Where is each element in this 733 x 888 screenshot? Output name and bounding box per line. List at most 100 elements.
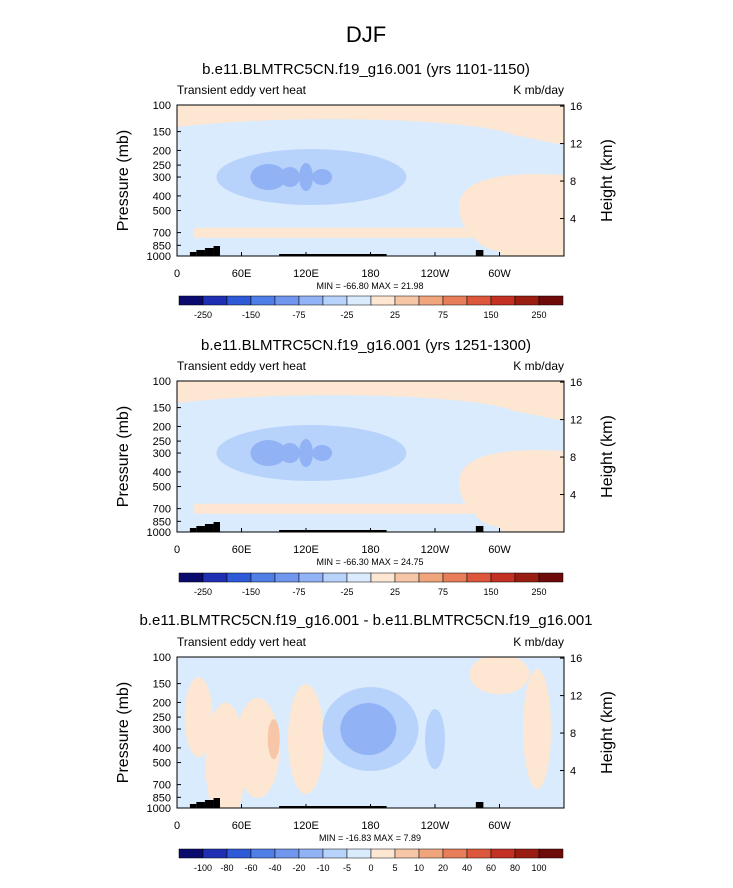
- colorbar-swatch: [394, 848, 420, 859]
- colorbar-label: -150: [242, 587, 260, 597]
- right-string: K mb/day: [513, 635, 564, 649]
- left-string: Transient eddy vert heat: [177, 635, 307, 649]
- colorbar-swatch: [274, 295, 300, 306]
- colorbar-swatch: [250, 572, 276, 583]
- topography-bar: [189, 804, 197, 808]
- colorbar-swatch: [466, 295, 492, 306]
- colorbar-label: -40: [268, 863, 281, 873]
- y-axis-height: 4 8 12 16: [560, 101, 582, 226]
- height-tick-label: 4: [570, 766, 576, 778]
- x-tick-label: 60W: [488, 544, 511, 556]
- y-tick-label: 700: [153, 504, 171, 516]
- colorbar-label: 10: [414, 863, 424, 873]
- colorbar-swatch: [346, 572, 372, 583]
- colorbar-label: 60: [486, 863, 496, 873]
- colorbar-swatch: [274, 572, 300, 583]
- y-tick-label: 700: [153, 780, 171, 792]
- negative-core-3: [299, 439, 313, 468]
- colorbar-swatch: [442, 572, 468, 583]
- colorbar-swatch: [322, 572, 348, 583]
- negative-core-3: [299, 163, 313, 192]
- colorbar-label: -20: [292, 863, 305, 873]
- x-tick-label: 60E: [232, 544, 252, 556]
- positive-region-1: [205, 702, 246, 808]
- positive-region-east: [469, 470, 530, 527]
- topography-bar: [196, 802, 205, 808]
- colorbar-swatch: [514, 295, 540, 306]
- colorbar-swatch: [490, 848, 516, 859]
- topography-bar: [475, 250, 484, 256]
- colorbar-swatch: [370, 848, 396, 859]
- y-tick-label: 300: [153, 448, 171, 460]
- positive-region-5: [469, 657, 530, 695]
- contour-field: [177, 657, 564, 808]
- positive-region-3: [288, 684, 324, 795]
- colorbar-swatch: [346, 295, 372, 306]
- y-axis-label: Pressure (mb): [115, 682, 132, 783]
- x-tick-label: 180: [361, 820, 379, 832]
- negative-region-2: [425, 709, 445, 770]
- y-tick-label: 400: [153, 467, 171, 479]
- min-max-label: MIN = -16.83 MAX = 7.89: [319, 833, 421, 843]
- x-tick-label: 180: [361, 544, 379, 556]
- height-tick-label: 12: [570, 139, 582, 151]
- topography-bar: [213, 246, 220, 256]
- colorbar-swatch: [442, 848, 468, 859]
- colorbar-swatch: [346, 848, 372, 859]
- colorbar-swatch: [418, 848, 444, 859]
- topography-bar: [204, 248, 214, 256]
- topography-bar: [196, 250, 205, 256]
- min-max-label: MIN = -66.30 MAX = 24.75: [316, 557, 423, 567]
- colorbar-label: 100: [531, 863, 546, 873]
- negative-core: [340, 703, 397, 756]
- colorbar-label: -150: [242, 310, 260, 320]
- topography-bar: [279, 530, 387, 532]
- colorbar-label: 20: [438, 863, 448, 873]
- colorbar-label: 5: [392, 863, 397, 873]
- x-tick-label: 60W: [488, 268, 511, 280]
- positive-belt-lower: [193, 503, 554, 514]
- height-tick-label: 16: [570, 653, 582, 665]
- positive-region-6: [523, 669, 552, 790]
- x-tick-label: 120E: [293, 820, 319, 832]
- colorbar: -250 -150 -75 -25 25 75 150 250: [178, 572, 564, 597]
- colorbar-swatch: [250, 295, 276, 306]
- height-tick-label: 16: [570, 101, 582, 113]
- colorbar-swatch: [202, 572, 228, 583]
- colorbar-label: 250: [531, 587, 546, 597]
- x-axis: 0 60E 120E 180 120W 60W: [174, 804, 511, 832]
- colorbar-swatch: [178, 295, 204, 306]
- colorbar-swatch: [298, 848, 324, 859]
- panel-title: b.e11.BLMTRC5CN.f19_g16.001 (yrs 1251-13…: [201, 337, 531, 354]
- colorbar-swatch: [226, 848, 252, 859]
- left-string: Transient eddy vert heat: [177, 359, 307, 373]
- y-tick-label: 850: [153, 240, 171, 252]
- colorbar: -100 -80 -60 -40 -20 -10 -5 0 5 10 20 40 60 80 100: [178, 848, 564, 873]
- y-axis-label: Pressure (mb): [115, 406, 132, 507]
- right-string: K mb/day: [513, 359, 564, 373]
- contour-field: [177, 381, 564, 532]
- colorbar-swatch: [250, 848, 276, 859]
- colorbar-swatch: [202, 295, 228, 306]
- height-tick-label: 8: [570, 728, 576, 740]
- colorbar-label: 75: [438, 310, 448, 320]
- y-tick-label: 150: [153, 403, 171, 415]
- colorbar-label: -10: [316, 863, 329, 873]
- y-tick-label: 400: [153, 191, 171, 203]
- colorbar-swatch: [226, 295, 252, 306]
- panel-2: b.e11.BLMTRC5CN.f19_g16.001 (yrs 1251-13…: [115, 337, 616, 597]
- y-axis-height: 4 8 12 16: [560, 377, 582, 502]
- topography-bar: [196, 526, 205, 532]
- negative-core-4: [312, 169, 333, 186]
- y-tick-label: 150: [153, 127, 171, 139]
- topography-bar: [213, 522, 220, 532]
- right-string: K mb/day: [513, 83, 564, 97]
- colorbar-label: -250: [194, 587, 212, 597]
- colorbar-swatch: [466, 572, 492, 583]
- positive-region-east: [469, 194, 530, 251]
- left-string: Transient eddy vert heat: [177, 83, 307, 97]
- colorbar-swatch: [178, 848, 204, 859]
- colorbar-swatch: [514, 848, 540, 859]
